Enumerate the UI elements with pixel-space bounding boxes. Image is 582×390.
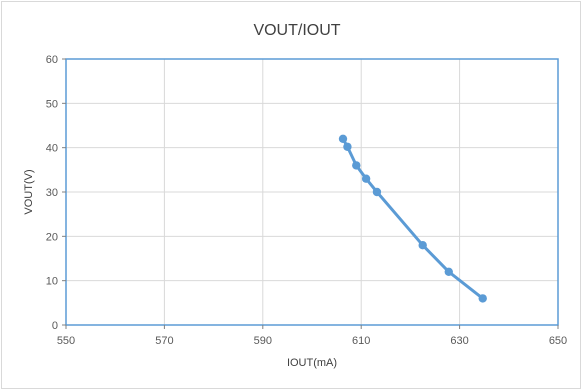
data-point — [338, 134, 348, 143]
data-point — [352, 161, 361, 170]
data-point — [478, 294, 487, 303]
gridlines — [65, 58, 559, 326]
y-axis-ticks: 0 10 20 30 40 50 60 — [46, 54, 66, 332]
x-axis-ticks: 550 570 590 610 630 650 — [57, 325, 567, 347]
x-tick-label: 630 — [450, 335, 468, 347]
x-tick-label: 570 — [155, 335, 173, 347]
data-point — [361, 174, 371, 183]
data-point — [418, 241, 427, 250]
y-tick-label: 30 — [46, 187, 58, 199]
y-axis-label: VOUT(V) — [23, 169, 35, 214]
y-tick-label: 50 — [46, 98, 58, 110]
x-axis-label: IOUT(mA) — [287, 357, 337, 369]
y-tick-label: 10 — [46, 276, 58, 288]
data-point — [343, 142, 352, 151]
chart-title: VOUT/IOUT — [253, 22, 340, 39]
x-tick-label: 590 — [254, 335, 272, 347]
y-tick-label: 40 — [46, 143, 58, 155]
series-line — [341, 137, 485, 300]
x-tick-label: 650 — [549, 335, 567, 347]
y-tick-label: 0 — [52, 320, 58, 332]
data-point — [372, 187, 382, 197]
y-tick-label: 60 — [46, 54, 58, 66]
data-point — [444, 267, 453, 276]
x-tick-label: 550 — [57, 335, 75, 347]
y-tick-label: 20 — [46, 231, 58, 243]
x-tick-label: 610 — [352, 335, 370, 347]
series-points — [338, 134, 487, 303]
